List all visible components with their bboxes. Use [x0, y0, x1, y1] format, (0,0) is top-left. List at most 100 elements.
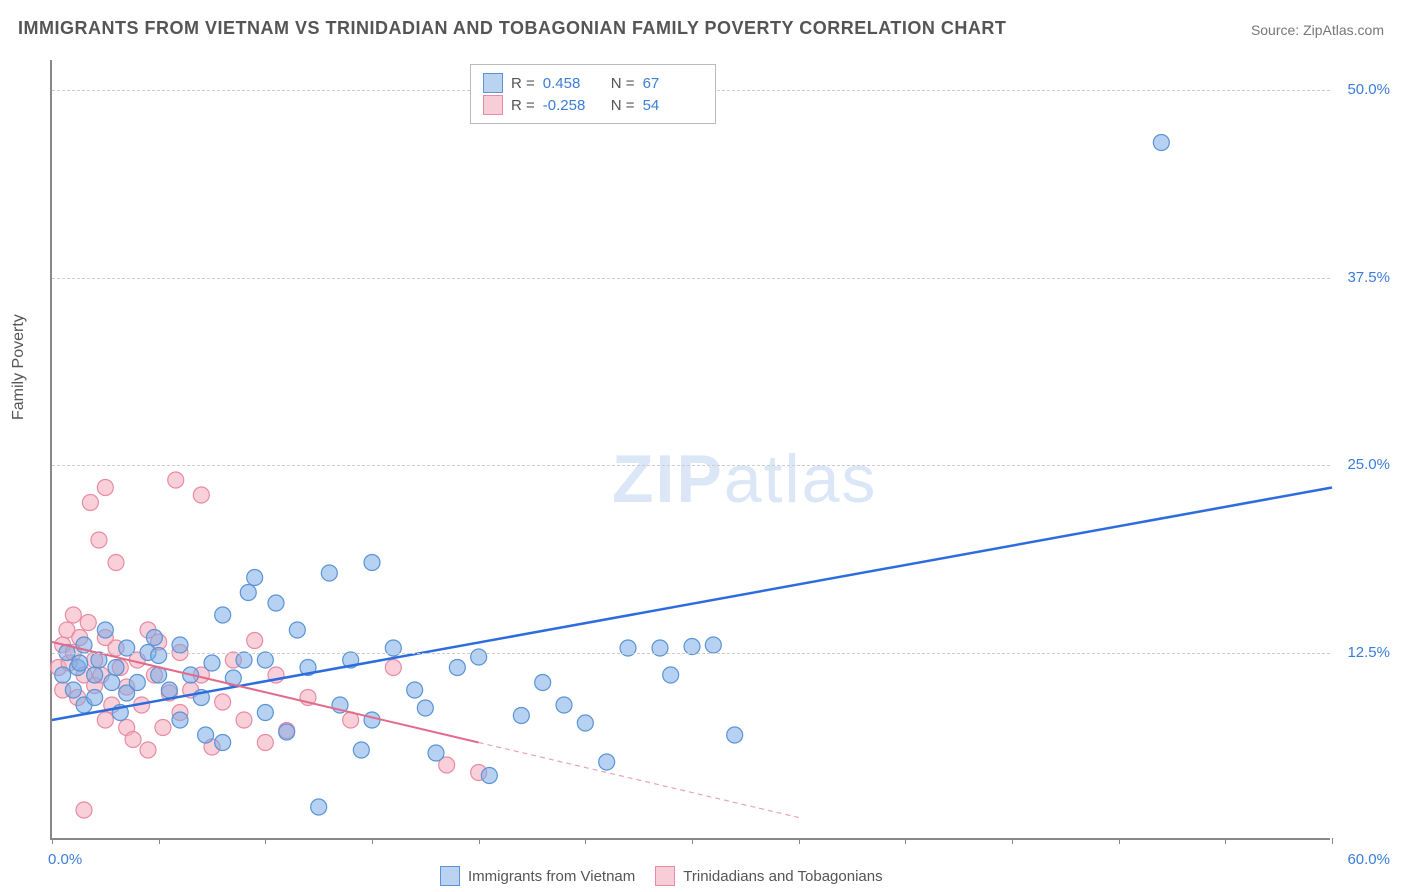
data-point	[556, 697, 572, 713]
data-point	[364, 555, 380, 571]
data-point	[705, 637, 721, 653]
legend-label-pink: Trinidadians and Tobagonians	[683, 868, 882, 885]
grid-line	[52, 278, 1330, 279]
y-tick-label: 50.0%	[1347, 81, 1390, 98]
data-point	[97, 480, 113, 496]
swatch-blue	[483, 73, 503, 93]
data-point	[289, 622, 305, 638]
data-point	[247, 633, 263, 649]
data-point	[198, 727, 214, 743]
x-tick	[799, 838, 800, 844]
data-point	[257, 705, 273, 721]
data-point	[161, 682, 177, 698]
trend-line-blue	[52, 488, 1332, 721]
data-point	[119, 640, 135, 656]
data-point	[257, 735, 273, 751]
legend-label-blue: Immigrants from Vietnam	[468, 868, 635, 885]
data-point	[279, 724, 295, 740]
data-point	[87, 690, 103, 706]
legend-item-pink: Trinidadians and Tobagonians	[655, 866, 882, 886]
x-tick	[52, 838, 53, 844]
data-point	[82, 495, 98, 511]
series-legend: Immigrants from Vietnam Trinidadians and…	[440, 866, 883, 886]
data-point	[172, 637, 188, 653]
data-point	[599, 754, 615, 770]
data-point	[481, 768, 497, 784]
data-point	[91, 532, 107, 548]
data-point	[471, 649, 487, 665]
data-point	[146, 630, 162, 646]
data-point	[513, 708, 529, 724]
data-point	[65, 607, 81, 623]
data-point	[652, 640, 668, 656]
data-point	[321, 565, 337, 581]
data-point	[155, 720, 171, 736]
x-min-label: 0.0%	[48, 851, 82, 868]
grid-line	[52, 653, 1330, 654]
y-tick-label: 25.0%	[1347, 456, 1390, 473]
x-tick	[159, 838, 160, 844]
data-point	[108, 555, 124, 571]
data-point	[311, 799, 327, 815]
data-point	[417, 700, 433, 716]
plot-area: ZIPatlas 12.5%25.0%37.5%50.0%0.0%60.0%	[50, 60, 1330, 840]
data-point	[215, 607, 231, 623]
data-point	[97, 622, 113, 638]
chart-title: IMMIGRANTS FROM VIETNAM VS TRINIDADIAN A…	[18, 18, 1006, 39]
y-tick-label: 37.5%	[1347, 269, 1390, 286]
legend-row-blue: R = 0.458 N = 67	[483, 73, 703, 93]
data-point	[247, 570, 263, 586]
data-point	[125, 732, 141, 748]
swatch-blue	[440, 866, 460, 886]
data-point	[168, 472, 184, 488]
data-point	[108, 660, 124, 676]
data-point	[663, 667, 679, 683]
data-point	[104, 675, 120, 691]
x-max-label: 60.0%	[1347, 851, 1390, 868]
data-point	[215, 735, 231, 751]
x-tick	[905, 838, 906, 844]
x-tick	[1225, 838, 1226, 844]
legend-item-blue: Immigrants from Vietnam	[440, 866, 635, 886]
data-point	[215, 694, 231, 710]
data-point	[364, 712, 380, 728]
data-point	[385, 640, 401, 656]
grid-line	[52, 465, 1330, 466]
data-point	[87, 667, 103, 683]
data-point	[140, 742, 156, 758]
scatter-svg	[52, 60, 1330, 838]
data-point	[72, 655, 88, 671]
data-point	[193, 487, 209, 503]
data-point	[727, 727, 743, 743]
data-point	[385, 660, 401, 676]
data-point	[65, 682, 81, 698]
data-point	[268, 595, 284, 611]
data-point	[353, 742, 369, 758]
swatch-pink	[655, 866, 675, 886]
data-point	[1153, 135, 1169, 151]
data-point	[236, 652, 252, 668]
trend-line-pink-extrapolated	[479, 743, 799, 818]
x-tick	[479, 838, 480, 844]
data-point	[129, 675, 145, 691]
data-point	[449, 660, 465, 676]
data-point	[76, 802, 92, 818]
data-point	[428, 745, 444, 761]
legend-row-pink: R = -0.258 N = 54	[483, 95, 703, 115]
x-tick	[372, 838, 373, 844]
data-point	[535, 675, 551, 691]
y-axis-label: Family Poverty	[10, 314, 28, 420]
y-tick-label: 12.5%	[1347, 644, 1390, 661]
x-tick	[1012, 838, 1013, 844]
data-point	[151, 648, 167, 664]
data-point	[236, 712, 252, 728]
swatch-pink	[483, 95, 503, 115]
data-point	[80, 615, 96, 631]
data-point	[172, 712, 188, 728]
x-tick	[585, 838, 586, 844]
data-point	[257, 652, 273, 668]
x-tick	[692, 838, 693, 844]
data-point	[97, 712, 113, 728]
x-tick	[1332, 838, 1333, 844]
source-attribution: Source: ZipAtlas.com	[1251, 22, 1384, 38]
